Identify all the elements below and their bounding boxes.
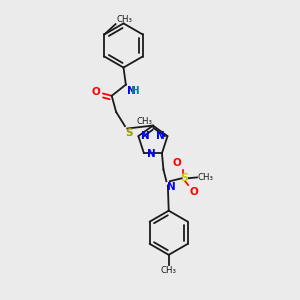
Text: H: H: [131, 85, 140, 95]
Text: CH₃: CH₃: [198, 173, 214, 182]
Text: CH₃: CH₃: [161, 266, 177, 275]
Text: N: N: [127, 85, 136, 95]
Text: CH₃: CH₃: [116, 14, 132, 23]
Text: O: O: [172, 158, 181, 168]
Text: O: O: [92, 87, 100, 97]
Text: S: S: [181, 173, 189, 183]
Text: N: N: [156, 130, 165, 141]
Text: S: S: [126, 128, 133, 138]
Text: N: N: [167, 182, 176, 192]
Text: N: N: [141, 130, 150, 141]
Text: CH₃: CH₃: [137, 117, 153, 126]
Text: N: N: [147, 149, 155, 159]
Text: O: O: [189, 188, 198, 197]
